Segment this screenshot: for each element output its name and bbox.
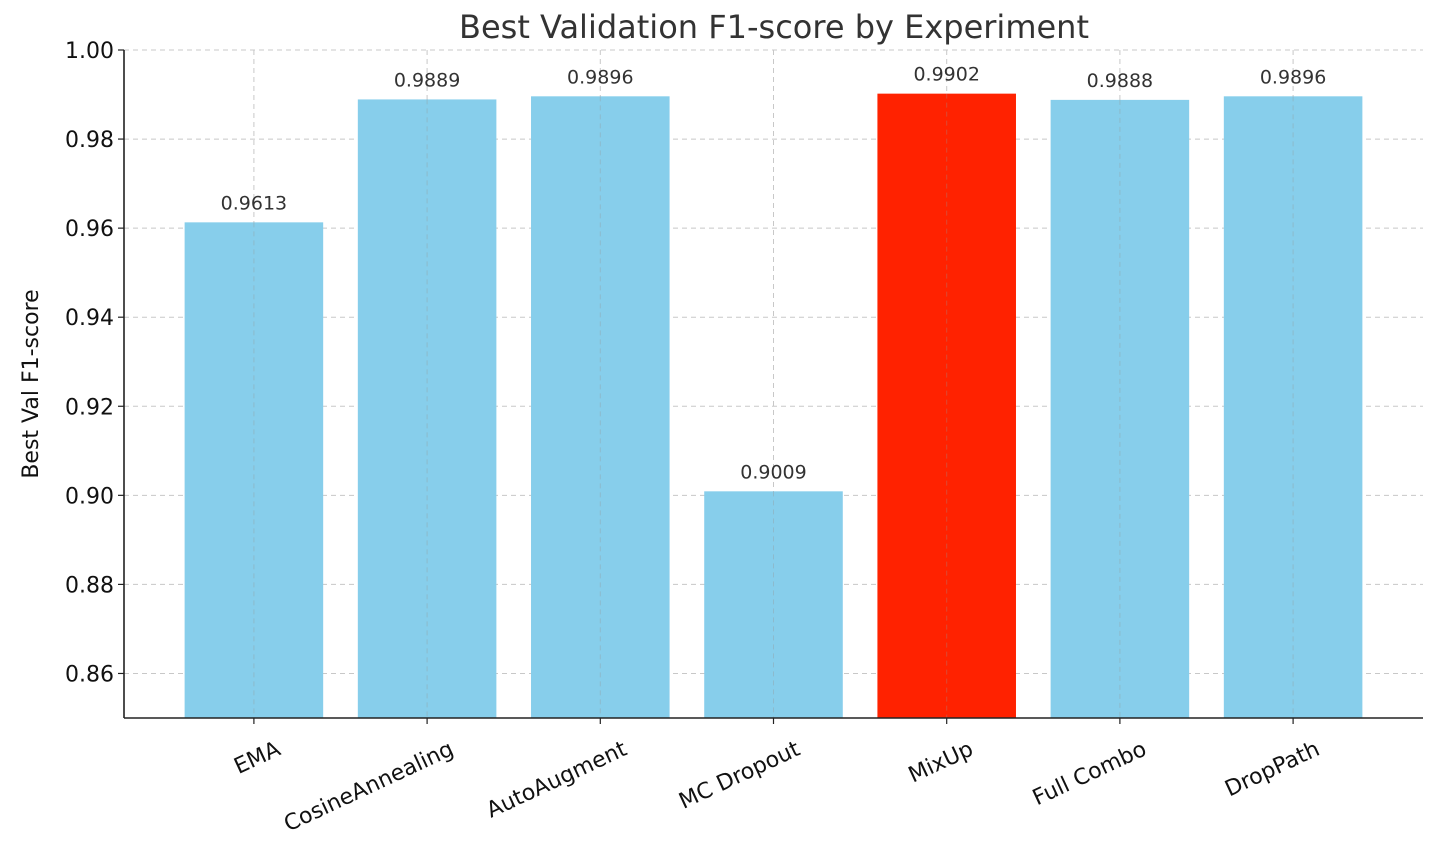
y-tick-label: 0.88: [65, 573, 114, 598]
bar-full-combo: [1050, 99, 1190, 719]
y-tick-label: 0.86: [65, 662, 114, 687]
y-tick-label: 0.94: [65, 306, 114, 331]
x-tick-label: Full Combo: [1029, 737, 1150, 811]
bar-autoaugment: [531, 96, 670, 718]
bar-value-label: 0.9896: [1260, 66, 1326, 88]
y-tick-label: 1.00: [65, 39, 114, 64]
bar-value-label: 0.9902: [913, 64, 979, 86]
y-tick-label: 0.96: [65, 217, 114, 242]
x-tick-label: AutoAugment: [483, 737, 631, 824]
bar-value-label: 0.9009: [740, 461, 806, 483]
bar-value-label: 0.9888: [1087, 70, 1153, 92]
bar-droppath: [1223, 96, 1363, 718]
x-tick-label: EMA: [230, 737, 284, 780]
bar-value-label: 0.9896: [567, 66, 633, 88]
bar-value-label: 0.9889: [394, 69, 460, 91]
value-labels-layer: 0.9613 0.9889 0.9896 0.9009 0.9902 0.9888 0.98…: [221, 64, 1327, 484]
bar-ema: [184, 222, 324, 718]
bars-layer: [184, 93, 1363, 719]
x-tick-label: MixUp: [905, 737, 977, 788]
chart-title: Best Validation F1-score by Experiment: [459, 8, 1089, 46]
y-tick-label: 0.98: [65, 128, 114, 153]
y-axis-label: Best Val F1-score: [19, 289, 44, 478]
y-tick-label: 0.90: [65, 484, 114, 509]
x-tick-label: MC Dropout: [675, 737, 804, 815]
bar-cosineannealing: [357, 99, 497, 718]
x-tick-label: CosineAnnealing: [280, 737, 457, 837]
bar-mixup: [877, 93, 1016, 718]
x-tick-label: DropPath: [1221, 737, 1323, 802]
bar-mc-dropout: [704, 491, 843, 718]
bar-value-label: 0.9613: [221, 192, 287, 214]
y-tick-label: 0.92: [65, 395, 114, 420]
